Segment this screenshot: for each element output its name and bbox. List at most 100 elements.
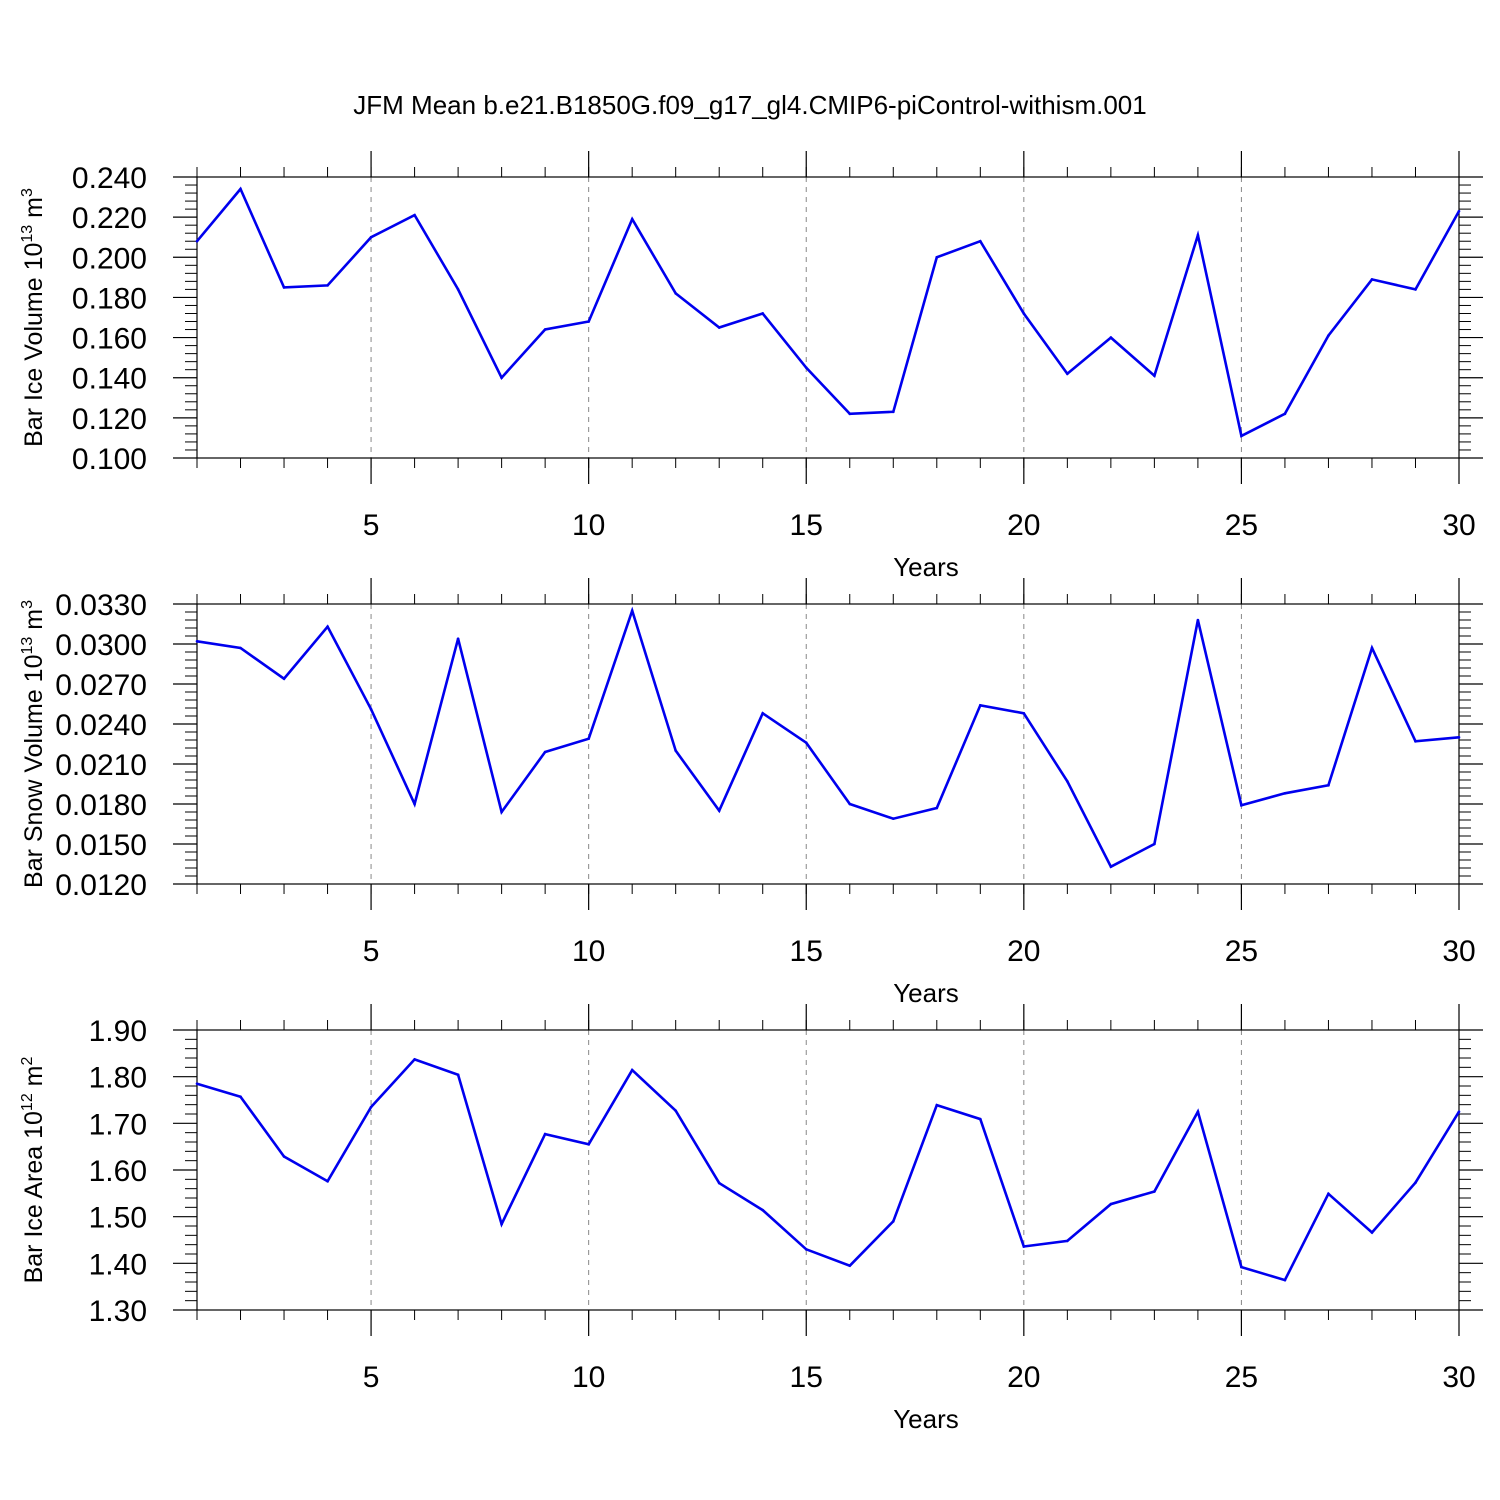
data-point	[717, 1181, 721, 1185]
data-point	[1327, 334, 1330, 337]
y-axis-label-text: Bar Ice Volume 10	[20, 243, 48, 447]
data-point	[1240, 1265, 1243, 1269]
data-point	[1066, 1239, 1069, 1243]
x-tick-label: 15	[790, 509, 823, 542]
y-axis-label-unit: m	[20, 1066, 48, 1094]
y-axis-label-unit: m	[20, 609, 48, 637]
data-point	[326, 284, 329, 287]
data-point	[500, 810, 503, 814]
data-point	[195, 640, 199, 643]
data-point	[630, 217, 634, 221]
y-tick-label: 0.200	[72, 242, 147, 275]
x-tick-label: 5	[363, 509, 380, 542]
y-axis-label-unit-exponent: 3	[19, 188, 36, 197]
series-line-top	[196, 186, 1461, 438]
data-point	[674, 1109, 677, 1113]
x-axis-label: Years	[893, 552, 959, 582]
data-point	[674, 292, 677, 295]
data-point	[1196, 1110, 1200, 1113]
y-axis-label: Bar Snow Volume 1013 m3	[19, 600, 48, 888]
data-point	[282, 286, 286, 289]
x-tick-label: 25	[1225, 1361, 1258, 1394]
data-point	[1414, 288, 1417, 291]
data-point	[1457, 1110, 1461, 1113]
data-point	[195, 239, 199, 243]
data-point	[1109, 336, 1113, 339]
data-point	[891, 1220, 895, 1223]
data-point	[326, 625, 329, 628]
data-point	[848, 1264, 852, 1267]
y-axis-label-unit: m	[20, 197, 48, 225]
y-tick-label: 0.240	[72, 162, 147, 195]
data-point	[282, 1155, 286, 1158]
figure-title: JFM Mean b.e21.B1850G.f09_g17_gl4.CMIP6-…	[353, 90, 1146, 120]
data-point	[239, 187, 242, 191]
y-tick-label: 0.0330	[55, 589, 147, 622]
data-point	[1283, 1278, 1287, 1282]
y-tick-label: 0.0150	[55, 829, 147, 862]
data-point	[674, 749, 677, 752]
data-point	[413, 213, 416, 217]
y-tick-label: 0.160	[72, 323, 147, 356]
chart-panel-middle: 5 10 15 20 25 30 0.0120 0.0150 0.0180 0.0210 0.024…	[19, 578, 1483, 1008]
data-point	[891, 410, 895, 414]
series-line-bottom	[196, 1057, 1461, 1282]
data-point	[804, 741, 808, 744]
data-point	[195, 1082, 199, 1085]
data-point	[1022, 312, 1026, 315]
y-tick-label: 1.80	[89, 1062, 147, 1095]
data-point	[1414, 1181, 1417, 1184]
data-point	[1109, 865, 1113, 868]
data-point	[413, 802, 416, 806]
y-tick-label: 1.40	[89, 1248, 147, 1281]
data-point	[456, 1073, 460, 1077]
data-point	[543, 750, 547, 754]
y-tick-label: 1.90	[89, 1015, 147, 1048]
data-point	[587, 1143, 590, 1146]
y-tick-label: 1.30	[89, 1295, 147, 1328]
data-point	[979, 239, 982, 243]
data-point	[456, 288, 460, 291]
data-point	[1196, 233, 1200, 237]
y-axis-label-exponent: 13	[19, 225, 36, 243]
data-point	[1240, 434, 1243, 438]
x-tick-label: 30	[1442, 1361, 1475, 1394]
y-tick-label: 1.70	[89, 1108, 147, 1141]
y-tick-label: 0.0300	[55, 629, 147, 662]
x-tick-label: 20	[1007, 509, 1040, 542]
data-point	[1283, 792, 1287, 795]
x-tick-label: 20	[1007, 1361, 1040, 1394]
y-tick-label: 0.0120	[55, 869, 147, 902]
data-point	[326, 1179, 329, 1183]
x-tick-label: 30	[1442, 935, 1475, 968]
y-tick-label: 0.120	[72, 403, 147, 436]
plot-frame	[196, 603, 1460, 885]
data-point	[630, 1068, 634, 1072]
data-point	[1283, 412, 1287, 416]
data-point	[369, 708, 373, 711]
x-tick-label: 30	[1442, 509, 1475, 542]
y-axis-label-text: Bar Snow Volume 10	[20, 655, 48, 888]
y-tick-label: 0.0210	[55, 749, 147, 782]
y-tick-label: 0.100	[72, 443, 147, 476]
x-tick-label: 5	[363, 1361, 380, 1394]
chart-panels: 5 10 15 20 25 300.1000.1200.1400.1600.1800.20…	[19, 151, 1483, 1434]
y-tick-label: 0.0270	[55, 669, 147, 702]
data-point	[1457, 209, 1461, 213]
data-point	[543, 328, 547, 331]
data-point	[1022, 1245, 1026, 1248]
data-point	[935, 1103, 939, 1107]
data-point	[891, 817, 895, 820]
data-point	[239, 646, 242, 650]
y-tick-label: 0.140	[72, 363, 147, 396]
x-tick-label: 10	[572, 1361, 605, 1394]
data-point	[848, 412, 852, 416]
data-point	[1109, 1202, 1113, 1206]
y-axis-label-text: Bar Ice Area 10	[20, 1111, 48, 1283]
x-tick-label: 20	[1007, 935, 1040, 968]
data-point	[1370, 278, 1374, 281]
data-point	[1066, 780, 1069, 783]
data-point	[239, 1095, 242, 1099]
y-axis-label: Bar Ice Area 1012 m2	[19, 1057, 48, 1284]
data-point	[717, 326, 721, 329]
